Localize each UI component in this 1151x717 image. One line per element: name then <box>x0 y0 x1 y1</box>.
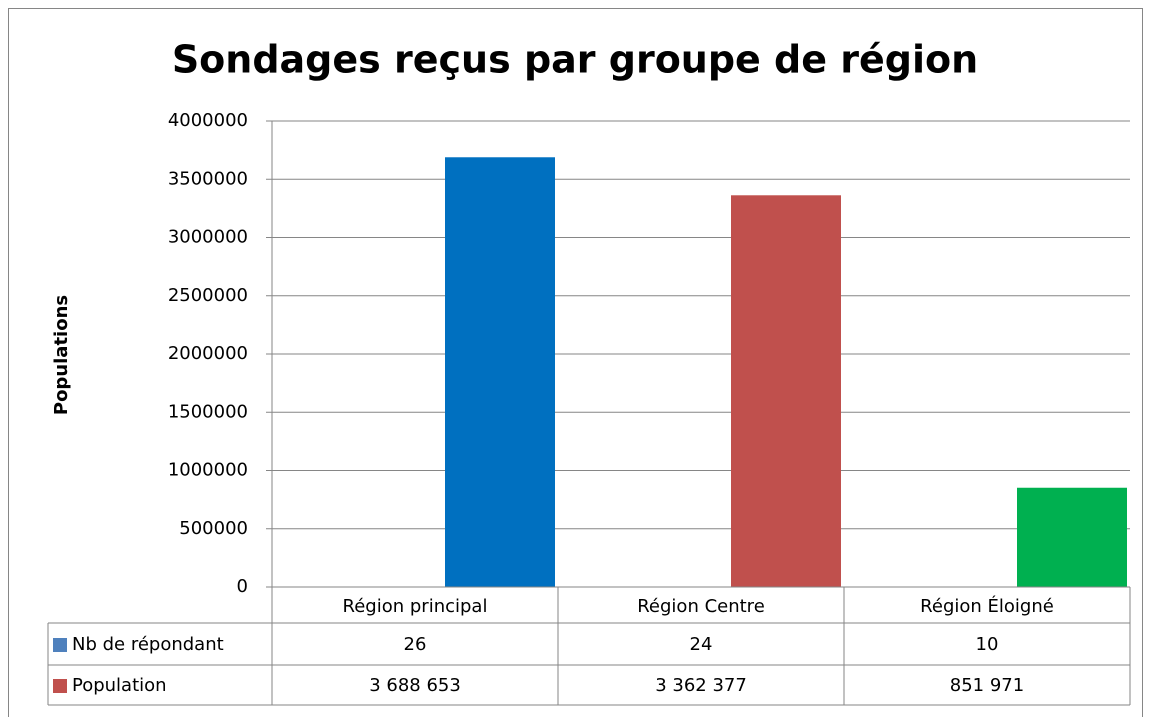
bar <box>731 195 841 587</box>
chart-border <box>8 8 1143 717</box>
bar <box>445 157 555 588</box>
legend-label: Population <box>72 675 167 696</box>
y-axis-label: Populations <box>51 295 72 415</box>
y-tick-label: 2500000 <box>168 285 248 306</box>
x-tick-label: Région Éloigné <box>920 595 1054 617</box>
x-tick-label: Région principal <box>343 596 488 617</box>
bar <box>1017 487 1127 587</box>
table-value: 3 362 377 <box>655 675 747 696</box>
y-tick-label: 0 <box>237 576 248 597</box>
legend-key <box>53 679 67 693</box>
y-tick-label: 2000000 <box>168 343 248 364</box>
y-tick-label: 1500000 <box>168 401 248 422</box>
y-tick-label: 4000000 <box>168 110 248 131</box>
x-tick-label: Région Centre <box>637 596 765 617</box>
legend-key <box>53 638 67 652</box>
y-tick-label: 3500000 <box>168 168 248 189</box>
table-value: 26 <box>404 634 427 655</box>
table-value: 3 688 653 <box>369 675 461 696</box>
chart-title: Sondages reçus par groupe de région <box>172 38 978 82</box>
y-tick-label: 1000000 <box>168 460 248 481</box>
table-value: 851 971 <box>950 675 1024 696</box>
table-value: 10 <box>976 634 999 655</box>
y-tick-label: 3000000 <box>168 227 248 248</box>
legend-label: Nb de répondant <box>72 634 224 655</box>
table-value: 24 <box>690 634 713 655</box>
y-tick-label: 500000 <box>179 518 248 539</box>
